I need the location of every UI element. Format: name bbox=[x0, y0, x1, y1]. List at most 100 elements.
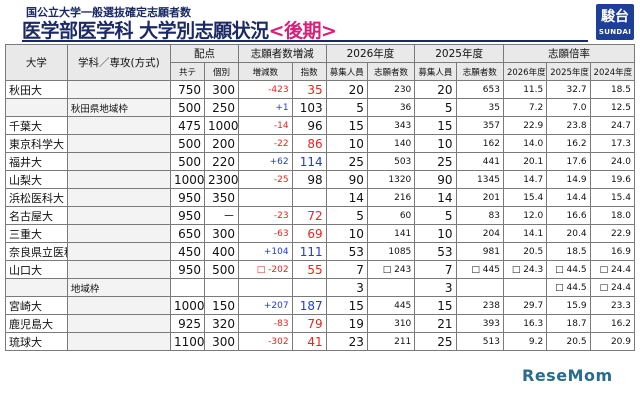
ratio-2026-cell: 15.4 bbox=[502, 188, 548, 207]
applicants-2026-cell: 310 bbox=[366, 314, 416, 333]
title-divider bbox=[22, 40, 588, 42]
department-cell: 秋田県地域枠 bbox=[66, 98, 171, 117]
col-change: 志願者数増減 bbox=[237, 44, 327, 63]
recruit-2025-cell: 5 bbox=[414, 98, 457, 117]
department-cell bbox=[66, 260, 171, 279]
department-cell: 地域枠 bbox=[66, 278, 171, 297]
col-ratio: 志願倍率 bbox=[502, 44, 636, 63]
recruit-2026-cell: 15 bbox=[325, 296, 368, 315]
change-index-cell: 96 bbox=[291, 116, 327, 135]
capacity-b-cell: 1000 bbox=[203, 116, 239, 135]
applicants-2025-cell bbox=[455, 278, 504, 297]
change-index-cell: 98 bbox=[291, 170, 327, 189]
applicants-2026-cell: 60 bbox=[366, 206, 416, 225]
recruit-2025-cell: 25 bbox=[414, 332, 457, 351]
department-cell bbox=[66, 332, 171, 351]
ratio-2025-cell: 18.7 bbox=[546, 314, 591, 333]
capacity-b-cell: 300 bbox=[203, 332, 239, 351]
department-cell bbox=[66, 170, 171, 189]
col-change-index: 指数 bbox=[291, 62, 327, 81]
recruit-2026-cell: 15 bbox=[325, 116, 368, 135]
applicants-table: 大学 学科／専攻(方式) 配点 志願者数増減 2026年度 2025年度 志願倍… bbox=[5, 44, 636, 351]
change-diff-cell: +62 bbox=[237, 152, 293, 171]
capacity-b-cell: － bbox=[203, 206, 239, 225]
ratio-2026-cell: 16.3 bbox=[502, 314, 548, 333]
ratio-2026-cell: 14.7 bbox=[502, 170, 548, 189]
change-index-cell: 55 bbox=[291, 260, 327, 279]
capacity-a-cell: 475 bbox=[169, 116, 205, 135]
change-diff-cell bbox=[237, 278, 293, 297]
ratio-2026-cell: 12.0 bbox=[502, 206, 548, 225]
ratio-2025-cell: 16.2 bbox=[546, 134, 591, 153]
capacity-a-cell: 500 bbox=[169, 98, 205, 117]
ratio-2024-cell: 22.9 bbox=[589, 224, 636, 243]
applicants-2026-cell: □ 243 bbox=[366, 260, 416, 279]
department-cell bbox=[66, 188, 171, 207]
capacity-b-cell: 250 bbox=[203, 98, 239, 117]
capacity-b-cell bbox=[203, 278, 239, 297]
change-diff-cell: -63 bbox=[237, 224, 293, 243]
recruit-2026-cell: 20 bbox=[325, 80, 368, 99]
ratio-2026-cell: 22.9 bbox=[502, 116, 548, 135]
applicants-2025-cell: 204 bbox=[455, 224, 504, 243]
capacity-a-cell: 650 bbox=[169, 224, 205, 243]
recruit-2025-cell: 21 bbox=[414, 314, 457, 333]
ratio-2024-cell: 17.3 bbox=[589, 134, 636, 153]
change-diff-cell: -83 bbox=[237, 314, 293, 333]
applicants-2025-cell: 441 bbox=[455, 152, 504, 171]
change-diff-cell: -22 bbox=[237, 134, 293, 153]
table-row: 名古屋大 950 － -23 72 5 60 5 83 12.0 16.6 18.0 bbox=[5, 206, 636, 225]
applicants-2025-cell: 35 bbox=[455, 98, 504, 117]
capacity-a-cell: 1000 bbox=[169, 296, 205, 315]
ratio-2025-cell: 7.0 bbox=[546, 98, 591, 117]
recruit-2026-cell: 19 bbox=[325, 314, 368, 333]
ratio-2025-cell: 14.4 bbox=[546, 188, 591, 207]
ratio-2026-cell: 11.5 bbox=[502, 80, 548, 99]
ratio-2026-cell: 7.2 bbox=[502, 98, 548, 117]
applicants-2026-cell: 1085 bbox=[366, 242, 416, 261]
change-diff-cell: +1 bbox=[237, 98, 293, 117]
table-row: 秋田大 750 300 -423 35 20 230 20 653 11.5 32.7 18.5 bbox=[5, 80, 636, 99]
table-row: 宮崎大 1000 150 +207 187 15 445 15 238 29.7 15.9 23.3 bbox=[5, 296, 636, 315]
capacity-a-cell: 925 bbox=[169, 314, 205, 333]
university-cell: 千葉大 bbox=[5, 116, 68, 135]
capacity-b-cell: 350 bbox=[203, 188, 239, 207]
applicants-2026-cell bbox=[366, 278, 416, 297]
department-cell bbox=[66, 152, 171, 171]
ratio-2024-cell: □ 24.4 bbox=[589, 260, 636, 279]
ratio-2024-cell: 20.9 bbox=[589, 332, 636, 351]
table-row: 三重大 650 300 -63 69 10 141 10 204 14.1 20.4 22.9 bbox=[5, 224, 636, 243]
change-index-cell: 41 bbox=[291, 332, 327, 351]
change-diff-cell bbox=[237, 188, 293, 207]
university-cell: 福井大 bbox=[5, 152, 68, 171]
ratio-2026-cell: 14.0 bbox=[502, 134, 548, 153]
ratio-2025-cell: 14.9 bbox=[546, 170, 591, 189]
university-cell bbox=[5, 278, 68, 297]
ratio-2024-cell: 15.4 bbox=[589, 188, 636, 207]
applicants-2026-cell: 211 bbox=[366, 332, 416, 351]
university-cell: 山口大 bbox=[5, 260, 68, 279]
applicants-2026-cell: 216 bbox=[366, 188, 416, 207]
university-cell: 秋田大 bbox=[5, 80, 68, 99]
department-cell bbox=[66, 224, 171, 243]
university-cell: 東京科学大 bbox=[5, 134, 68, 153]
page-subtitle: 国公立大学一般選抜確定志願者数 bbox=[26, 6, 191, 19]
ratio-2025-cell: □ 44.5 bbox=[546, 260, 591, 279]
university-cell: 鹿児島大 bbox=[5, 314, 68, 333]
capacity-b-cell: 400 bbox=[203, 242, 239, 261]
recruit-2025-cell: 20 bbox=[414, 80, 457, 99]
table-row: 千葉大 475 1000 -14 96 15 343 15 357 22.9 23.8 24.7 bbox=[5, 116, 636, 135]
ratio-2024-cell: 18.0 bbox=[589, 206, 636, 225]
resemom-watermark: ReseMom bbox=[522, 366, 613, 385]
department-cell bbox=[66, 314, 171, 333]
capacity-a-cell: 950 bbox=[169, 260, 205, 279]
recruit-2025-cell: 53 bbox=[414, 242, 457, 261]
table-header-row: 大学 学科／専攻(方式) 配点 志願者数増減 2026年度 2025年度 志願倍… bbox=[5, 44, 636, 81]
department-cell bbox=[66, 134, 171, 153]
table-row: 東京科学大 500 200 -22 86 10 140 10 162 14.0 16.2 17.3 bbox=[5, 134, 636, 153]
col-capacity-a: 共テ bbox=[169, 62, 205, 81]
applicants-2026-cell: 230 bbox=[366, 80, 416, 99]
capacity-b-cell: 300 bbox=[203, 224, 239, 243]
table-row: 琉球大 1100 300 -302 41 23 211 25 513 9.2 20.5 20.9 bbox=[5, 332, 636, 351]
capacity-b-cell: 320 bbox=[203, 314, 239, 333]
